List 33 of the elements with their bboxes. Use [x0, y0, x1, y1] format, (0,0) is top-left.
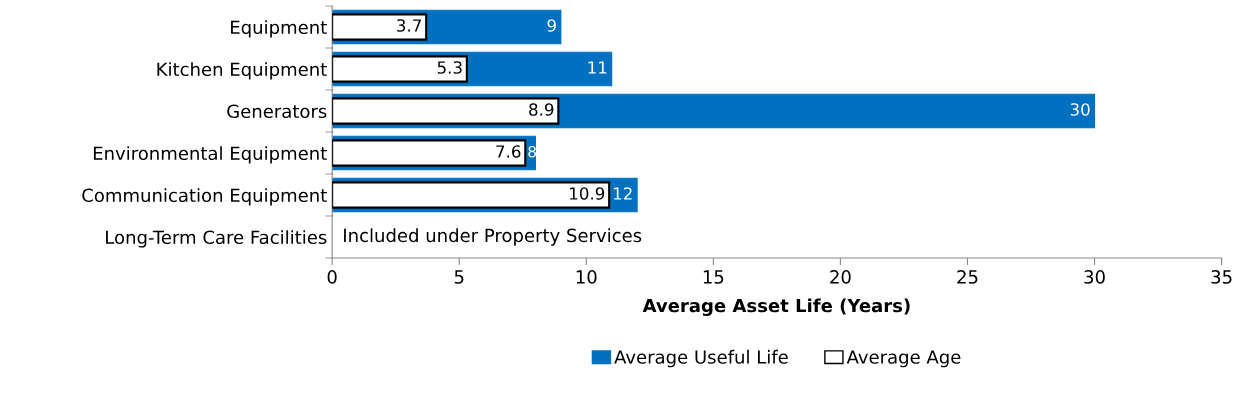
bar [332, 181, 611, 209]
legend-label: Average Age [846, 350, 961, 368]
x-axis-title: Average Asset Life (Years) [642, 298, 910, 317]
y-tick-label: Kitchen Equipment [157, 62, 327, 80]
y-tick-label: Generators [227, 104, 327, 119]
annotation: Included under Property Services [344, 228, 642, 246]
y-tick-label: Communication Equipment [82, 188, 327, 206]
y-tick-label: Environmental Equipment [93, 146, 327, 164]
x-tick-label: 15 [703, 270, 724, 284]
x-tick-label: 0 [327, 270, 337, 284]
x-tick-label: 25 [957, 270, 978, 284]
x-tick-label: 5 [454, 270, 464, 284]
bar [332, 13, 428, 41]
x-tick-label: 35 [1211, 270, 1232, 284]
x-tick-label: 30 [1084, 270, 1105, 284]
data-label: 12 [613, 187, 632, 200]
y-tick-label: Equipment [231, 20, 327, 38]
bar [332, 97, 560, 125]
data-label: 3.7 [397, 19, 421, 32]
y-tick-label: Long-Term Care Facilities [106, 230, 327, 248]
x-tick-label: 20 [830, 270, 851, 284]
data-label: 8 [528, 145, 536, 158]
data-label: 7.6 [496, 145, 521, 158]
data-label: 8.9 [529, 103, 554, 116]
data-label: 10.9 [570, 187, 605, 200]
data-label: 30 [1070, 103, 1090, 116]
data-label: 9 [547, 19, 556, 32]
bar [332, 55, 468, 83]
bar [332, 139, 527, 167]
x-tick-label: 10 [576, 270, 597, 284]
data-label: 5.3 [437, 61, 462, 74]
data-label: 11 [588, 61, 607, 74]
legend-label: Average Useful Life [614, 349, 788, 368]
